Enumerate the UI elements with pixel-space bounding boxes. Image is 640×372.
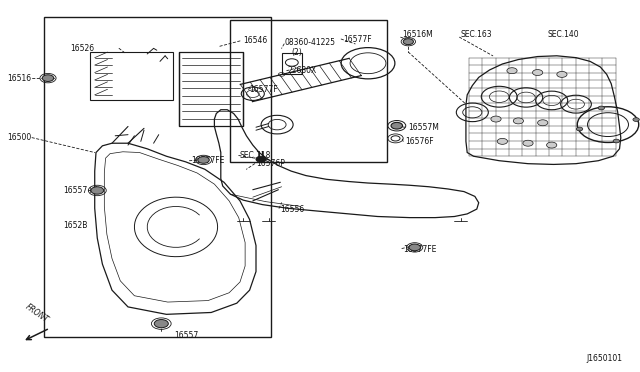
Text: 16557+A: 16557+A	[63, 186, 99, 195]
Bar	[90, 52, 173, 100]
Circle shape	[547, 142, 557, 148]
Circle shape	[256, 156, 266, 162]
Bar	[179, 52, 243, 126]
Text: 16516M: 16516M	[402, 30, 433, 39]
Circle shape	[491, 116, 501, 122]
Circle shape	[557, 71, 567, 77]
Text: (2): (2)	[291, 48, 302, 57]
Circle shape	[513, 118, 524, 124]
Text: 16516: 16516	[8, 74, 32, 83]
Text: 16577F: 16577F	[250, 85, 278, 94]
Circle shape	[409, 244, 420, 251]
Text: J1650101: J1650101	[586, 354, 622, 363]
Text: 16557M: 16557M	[408, 123, 439, 132]
Text: 16557: 16557	[174, 331, 198, 340]
Circle shape	[598, 106, 605, 110]
Text: 16577FE: 16577FE	[191, 156, 224, 165]
Circle shape	[403, 39, 413, 45]
Text: 16577FE: 16577FE	[403, 245, 436, 254]
Text: 16576P: 16576P	[256, 159, 285, 168]
Text: 16526: 16526	[70, 44, 95, 53]
Text: 16576F: 16576F	[405, 137, 434, 146]
Bar	[44, 17, 271, 337]
Text: SEC.163: SEC.163	[461, 30, 492, 39]
Text: 16546: 16546	[243, 36, 268, 45]
Circle shape	[633, 118, 639, 121]
Text: 08360-41225: 08360-41225	[285, 38, 336, 47]
Circle shape	[198, 157, 209, 163]
Circle shape	[523, 140, 533, 146]
Text: 22680X: 22680X	[288, 66, 317, 75]
Circle shape	[538, 120, 548, 126]
Circle shape	[42, 75, 54, 81]
Text: 16556: 16556	[280, 205, 305, 214]
Circle shape	[154, 320, 168, 328]
Bar	[282, 53, 302, 74]
Circle shape	[507, 68, 517, 74]
Text: FRONT: FRONT	[24, 302, 51, 324]
Text: 1652B: 1652B	[63, 221, 87, 230]
Text: SEC.118: SEC.118	[240, 151, 271, 160]
Bar	[230, 20, 387, 162]
Circle shape	[532, 70, 543, 76]
Circle shape	[391, 122, 403, 129]
Circle shape	[497, 138, 508, 144]
Text: 16577F: 16577F	[344, 35, 372, 44]
Circle shape	[91, 187, 104, 194]
Circle shape	[613, 139, 620, 143]
Text: SEC.140: SEC.140	[547, 30, 579, 39]
Text: 16500: 16500	[8, 133, 32, 142]
Circle shape	[577, 127, 583, 131]
